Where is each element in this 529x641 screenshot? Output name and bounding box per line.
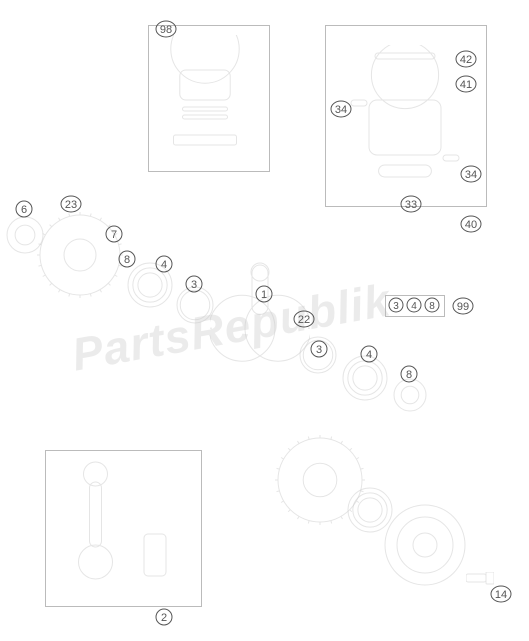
shape-seal xyxy=(5,215,45,255)
callout-1: 1 xyxy=(255,285,273,303)
callout-group-4: 4 xyxy=(406,297,422,315)
svg-text:22: 22 xyxy=(298,314,310,326)
callout-group-3: 3 xyxy=(388,297,404,315)
box-top-left xyxy=(148,25,270,172)
callout-41: 41 xyxy=(455,75,477,93)
svg-text:40: 40 xyxy=(465,219,477,231)
svg-text:98: 98 xyxy=(160,24,172,36)
svg-text:42: 42 xyxy=(460,54,472,66)
callout-3: 3 xyxy=(185,275,203,293)
watermark: PartsRepublik xyxy=(68,272,395,381)
svg-text:4: 4 xyxy=(366,349,372,361)
shape-starter-clutch xyxy=(382,502,468,588)
shape-conrod-pin xyxy=(140,530,170,580)
callout-14: 14 xyxy=(490,585,512,603)
callout-23: 23 xyxy=(60,195,82,213)
shape-gear xyxy=(274,434,366,526)
svg-text:4: 4 xyxy=(411,301,417,312)
svg-text:8: 8 xyxy=(124,254,130,266)
svg-text:2: 2 xyxy=(161,612,167,624)
svg-text:8: 8 xyxy=(429,301,435,312)
callout-6: 6 xyxy=(15,200,33,218)
callout-40: 40 xyxy=(460,215,482,233)
svg-text:6: 6 xyxy=(21,204,27,216)
callout-group-8: 8 xyxy=(424,297,440,315)
svg-text:4: 4 xyxy=(161,259,167,271)
svg-text:23: 23 xyxy=(65,199,77,211)
svg-text:7: 7 xyxy=(111,229,117,241)
svg-text:34: 34 xyxy=(335,104,347,116)
callout-7: 7 xyxy=(105,225,123,243)
box-bottom-left xyxy=(45,450,202,607)
svg-text:34: 34 xyxy=(465,169,477,181)
shape-conrod xyxy=(68,460,123,580)
callout-99: 99 xyxy=(452,297,474,317)
callout-34: 34 xyxy=(330,100,352,118)
shape-piston xyxy=(345,45,465,195)
svg-text:3: 3 xyxy=(191,279,197,291)
svg-text:41: 41 xyxy=(460,79,472,91)
svg-text:8: 8 xyxy=(406,369,412,381)
shape-bearing xyxy=(346,486,394,534)
callout-3: 3 xyxy=(310,340,328,358)
svg-text:3: 3 xyxy=(393,301,399,312)
svg-text:1: 1 xyxy=(261,289,267,301)
svg-text:33: 33 xyxy=(405,199,417,211)
callout-4: 4 xyxy=(155,255,173,273)
callout-4: 4 xyxy=(360,345,378,363)
callout-34: 34 xyxy=(460,165,482,183)
callout-98: 98 xyxy=(155,20,177,38)
svg-text:3: 3 xyxy=(316,344,322,356)
callout-2: 2 xyxy=(155,608,173,626)
callout-33: 33 xyxy=(400,195,422,213)
shape-piston-kit xyxy=(160,35,250,155)
callout-22: 22 xyxy=(293,310,315,328)
svg-text:14: 14 xyxy=(495,589,507,601)
svg-text:99: 99 xyxy=(457,301,469,313)
diagram-canvas: PartsRepublik984241343433406237843122348… xyxy=(0,0,529,641)
callout-8: 8 xyxy=(400,365,418,383)
callout-8: 8 xyxy=(118,250,136,268)
callout-42: 42 xyxy=(455,50,477,68)
